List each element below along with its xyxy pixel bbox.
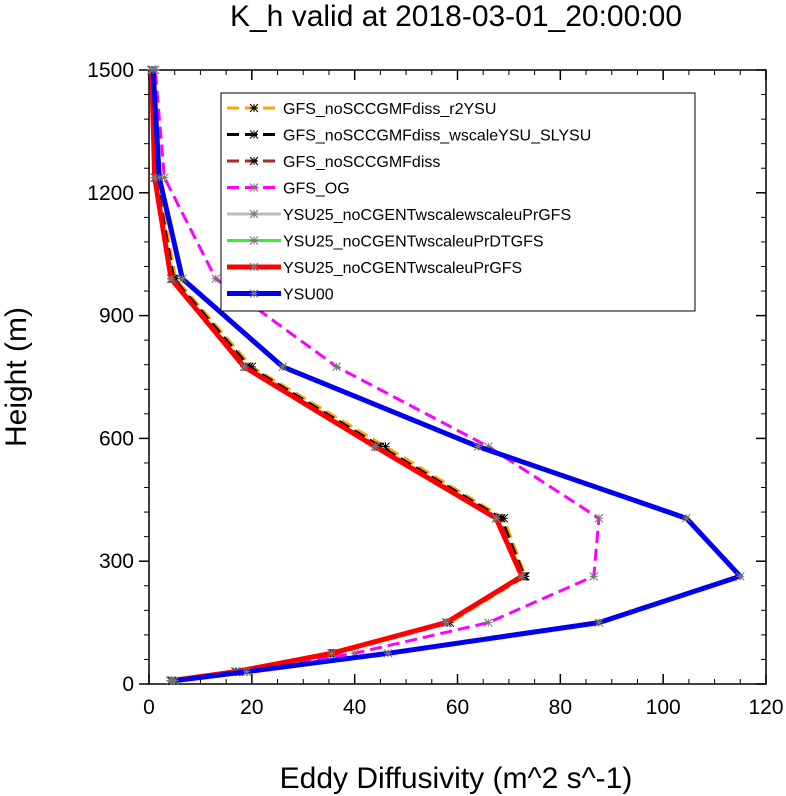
x-tick-label: 40: [343, 696, 366, 719]
series-point-7: [154, 173, 164, 183]
series-point-6: [491, 513, 501, 523]
series-point-3: [211, 274, 221, 284]
series-point-7: [148, 65, 158, 75]
series-point-7: [178, 274, 187, 284]
series-point-7: [473, 442, 483, 451]
series-point-3: [594, 513, 604, 523]
legend-label: GFS_OG: [283, 181, 350, 198]
series-point-7: [383, 648, 393, 658]
legend-label: GFS_noSCCGMFdiss_wscaleYSU_SLYSU: [283, 128, 591, 145]
legend-marker: [249, 156, 259, 166]
series-point-7: [735, 571, 745, 581]
y-tick-label: 1200: [87, 182, 134, 205]
x-tick-label: 0: [143, 696, 155, 719]
legend-label: YSU25_noCGENTwscalewscaleuPrGFS: [283, 207, 571, 224]
series-point-6: [166, 274, 176, 284]
x-tick-label: 100: [646, 696, 681, 719]
legend-marker: [249, 130, 259, 139]
series-point-6: [517, 571, 527, 581]
series-lines: [147, 65, 745, 686]
x-tick-label: 60: [446, 696, 469, 719]
legend-marker: [249, 289, 259, 298]
x-tick-label: 80: [549, 696, 572, 719]
series-point-6: [327, 648, 336, 658]
legend-label: YSU25_noCGENTwscaleuPrDTGFS: [283, 234, 544, 251]
legend-marker: [249, 209, 259, 219]
series-point-3: [589, 571, 599, 581]
legend-marker: [249, 236, 259, 245]
legend-marker: [249, 262, 259, 272]
legend-marker: [249, 183, 259, 192]
x-tick-label: 120: [748, 696, 783, 719]
legend-label: GFS_noSCCGMFdiss: [283, 154, 440, 171]
series-point-6: [370, 442, 380, 451]
series-point-7: [681, 513, 691, 523]
legend-label: YSU00: [283, 287, 334, 304]
chart-title: K_h valid at 2018-03-01_20:00:00: [230, 0, 682, 33]
x-tick-label: 20: [240, 696, 263, 719]
legend-label: YSU25_noCGENTwscaleuPrGFS: [283, 260, 522, 277]
series-point-7: [278, 362, 288, 372]
y-tick-label: 300: [99, 550, 134, 573]
series-point-6: [239, 362, 249, 372]
legend-box: [220, 92, 696, 312]
x-axis-label: Eddy Diffusivity (m^2 s^-1): [280, 762, 633, 795]
series-point-3: [332, 362, 342, 372]
series-point-3: [483, 618, 493, 627]
y-tick-label: 1500: [87, 59, 134, 82]
y-tick-label: 600: [99, 427, 134, 450]
y-axis-label: Height (m): [0, 307, 33, 447]
series-point-7: [594, 618, 604, 627]
series-point-7: [242, 667, 252, 677]
series-point-6: [441, 618, 451, 627]
y-tick-label: 900: [99, 305, 134, 328]
series-point-7: [170, 676, 180, 686]
legend-label: GFS_noSCCGMFdiss_r2YSU: [283, 101, 496, 118]
legend: GFS_noSCCGMFdiss_r2YSU GFS_noSCCGMFdiss_w…: [220, 92, 696, 312]
y-tick-label: 0: [122, 673, 134, 696]
legend-marker: [249, 103, 259, 113]
